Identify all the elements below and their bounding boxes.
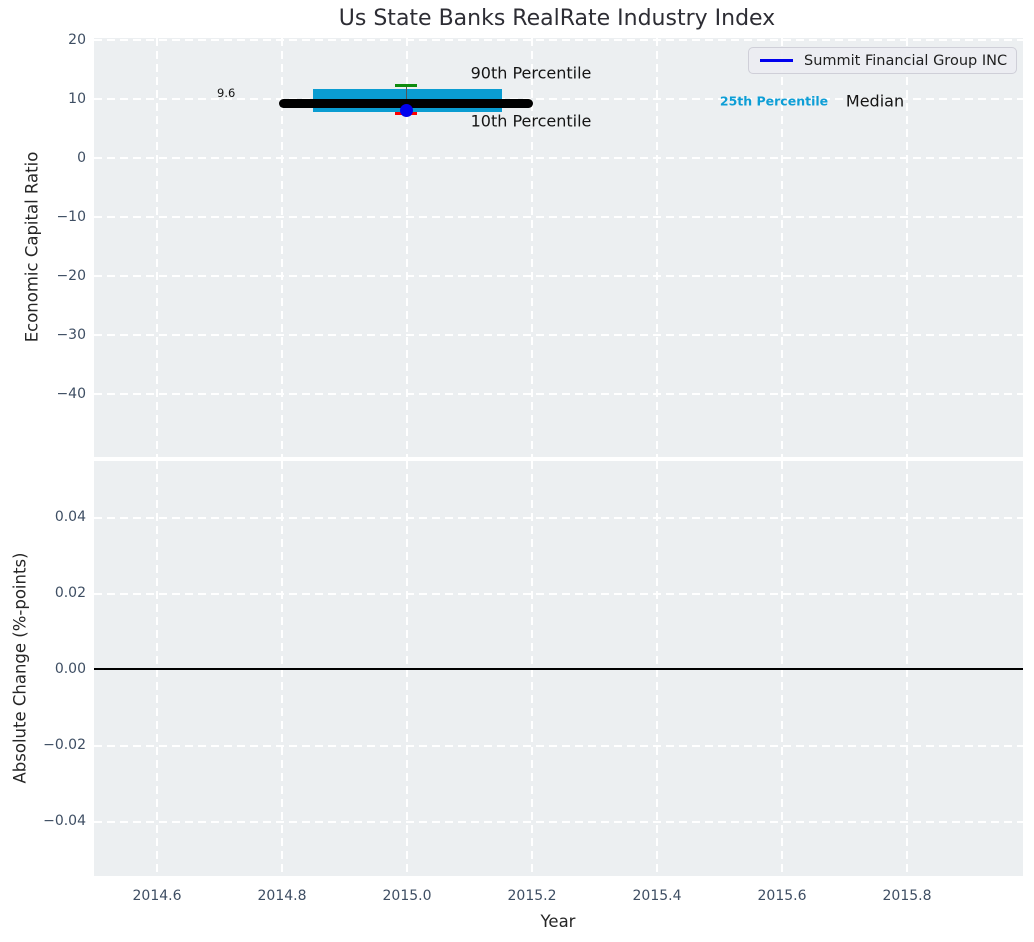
legend-series-label: Summit Financial Group INC	[804, 52, 1008, 69]
ytick-label: 20	[68, 32, 86, 48]
gridline	[94, 39, 1023, 41]
top-plot-area	[94, 38, 1023, 457]
p90-annotation: 90th Percentile	[470, 63, 592, 83]
gridline	[94, 393, 1023, 395]
gridline	[94, 821, 1023, 823]
ytick-label: 0	[77, 149, 86, 166]
ytick-label: −40	[56, 385, 86, 402]
gridline	[94, 745, 1023, 747]
gridline	[94, 275, 1023, 277]
p10-annotation: 10th Percentile	[470, 111, 592, 131]
xtick-label: 2015.8	[882, 888, 932, 904]
gridline	[94, 157, 1023, 159]
ytick-label: −0.02	[43, 737, 86, 753]
gridline	[906, 38, 908, 457]
xtick-label: 2015.0	[382, 888, 432, 904]
xtick-label: 2015.2	[507, 888, 557, 904]
top-y-axis-label: Economic Capital Ratio	[22, 151, 42, 343]
ytick-label: 0.00	[54, 661, 86, 677]
ytick-label: −20	[56, 267, 86, 284]
xtick-label: 2014.6	[132, 888, 182, 904]
median-line	[279, 98, 533, 108]
zero-line	[94, 668, 1023, 670]
ytick-label: −10	[56, 208, 86, 225]
gridline	[406, 38, 408, 457]
gridline	[94, 517, 1023, 519]
gridline	[781, 38, 783, 457]
legend-line-icon	[760, 59, 793, 62]
xtick-label: 2015.6	[757, 888, 807, 904]
gridline	[531, 38, 533, 457]
gridline	[94, 98, 1023, 100]
ytick-label: 0.02	[54, 585, 86, 601]
median-annotation: Median	[845, 91, 905, 111]
ytick-label: 0.04	[54, 509, 86, 525]
gridline	[156, 38, 158, 457]
chart-title: Us State Banks RealRate Industry Index	[338, 6, 776, 31]
ytick-label: −0.04	[43, 813, 86, 829]
company-data-point	[399, 103, 413, 117]
x-axis-label: Year	[540, 912, 576, 931]
xtick-label: 2015.4	[632, 888, 682, 904]
gridline	[281, 38, 283, 457]
ytick-label: 10	[68, 90, 86, 107]
xtick-label: 2014.8	[257, 888, 307, 904]
gridline	[94, 334, 1023, 336]
gridline	[656, 38, 658, 457]
median-value-label: 9.6	[217, 86, 236, 100]
bottom-y-axis-label: Absolute Change (%-points)	[10, 552, 30, 784]
gridline	[94, 216, 1023, 218]
legend[interactable]: Summit Financial Group INC	[748, 47, 1017, 74]
p25-annotation: 25th Percentile	[719, 93, 829, 109]
p90-whisker-cap	[395, 83, 417, 87]
gridline	[94, 593, 1023, 595]
ytick-label: −30	[56, 326, 86, 343]
